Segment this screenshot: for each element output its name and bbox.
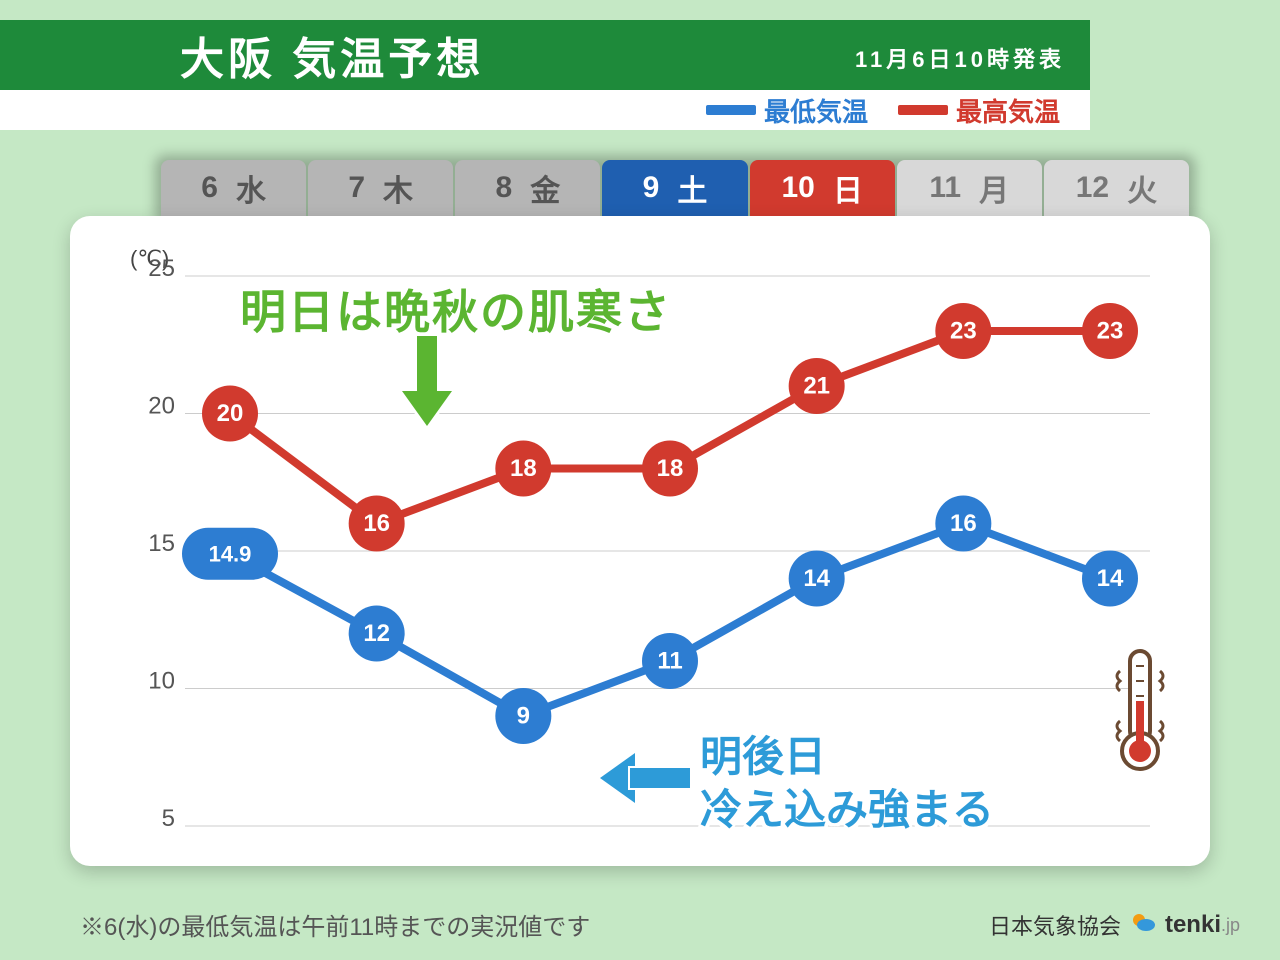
annotation-day-after-l1: 明後日 (700, 733, 826, 780)
legend-low: 最低気温 (706, 92, 868, 129)
tenki-suffix: .jp (1221, 915, 1240, 936)
svg-text:14: 14 (803, 565, 830, 592)
svg-text:16: 16 (363, 510, 390, 537)
legend-low-swatch (706, 105, 756, 115)
svg-text:16: 16 (950, 510, 977, 537)
date-tab-9: 9土 (602, 160, 747, 216)
legend-high-swatch (898, 105, 948, 115)
tenki-text: tenki (1165, 911, 1221, 939)
tenki-logo-text: tenki.jp (1165, 911, 1240, 939)
svg-text:21: 21 (803, 373, 830, 400)
arrow-left-icon (600, 756, 690, 800)
arrow-down-icon (405, 336, 449, 426)
date-tab-7: 7木 (308, 160, 453, 216)
svg-text:14: 14 (1097, 565, 1124, 592)
thermometer-icon (1110, 646, 1170, 776)
svg-text:9: 9 (517, 703, 530, 730)
tenki-logo-icon (1129, 908, 1157, 942)
date-tab-8: 8金 (455, 160, 600, 216)
svg-text:25: 25 (148, 255, 175, 282)
annotation-tomorrow: 明日は晩秋の肌寒さ (240, 276, 672, 342)
svg-text:18: 18 (657, 455, 684, 482)
legend-bar: 最低気温 最高気温 (0, 90, 1090, 130)
svg-text:18: 18 (510, 455, 537, 482)
svg-text:5: 5 (162, 805, 175, 832)
footnote: ※6(水)の最低気温は午前11時までの実況値です (80, 907, 590, 942)
svg-text:11: 11 (657, 648, 682, 675)
svg-text:15: 15 (148, 530, 175, 557)
header-title-bar: 大阪 気温予想 11月6日10時発表 (0, 20, 1090, 90)
chart-card: (℃) 5101520252016181821232314.9129111416… (70, 216, 1210, 866)
header-bar: 大阪 気温予想 11月6日10時発表 最低気温 最高気温 (0, 20, 1090, 130)
annotation-day-after: 明後日 冷え込み強まる (700, 731, 994, 836)
date-tab-11: 11月 (897, 160, 1042, 216)
svg-text:20: 20 (148, 393, 175, 420)
page-title: 大阪 気温予想 (180, 23, 484, 87)
credit-org: 日本気象協会 (989, 909, 1121, 941)
date-tab-12: 12火 (1044, 160, 1189, 216)
svg-text:14.9: 14.9 (209, 541, 252, 566)
date-tab-10: 10日 (750, 160, 895, 216)
legend-high-label: 最高気温 (956, 92, 1060, 129)
annotation-day-after-l2: 冷え込み強まる (700, 786, 994, 833)
publish-timestamp: 11月6日10時発表 (855, 42, 1065, 74)
svg-text:12: 12 (363, 620, 390, 647)
svg-text:10: 10 (148, 668, 175, 695)
svg-text:23: 23 (1097, 318, 1124, 345)
date-tab-6: 6水 (161, 160, 306, 216)
chart-inner: (℃) 5101520252016181821232314.9129111416… (90, 236, 1190, 846)
svg-text:23: 23 (950, 318, 977, 345)
credit: 日本気象協会 tenki.jp (989, 908, 1240, 942)
date-tabs: 6水7木8金9土10日11月12火 (160, 160, 1190, 216)
legend-low-label: 最低気温 (764, 92, 868, 129)
legend-high: 最高気温 (898, 92, 1060, 129)
svg-text:20: 20 (217, 400, 244, 427)
